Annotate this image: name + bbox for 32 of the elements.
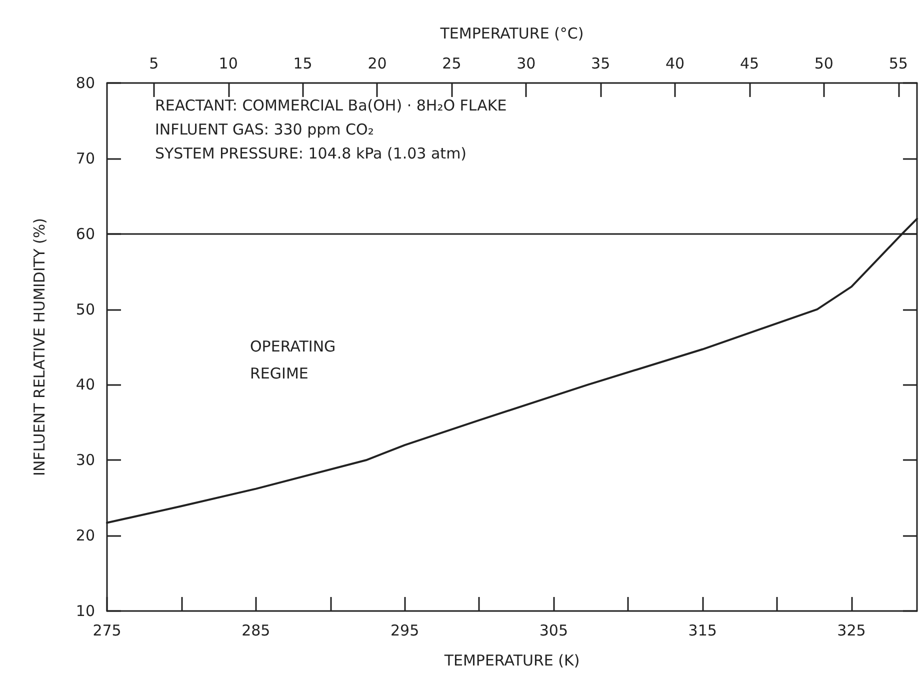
x2-axis-title: TEMPERATURE (°C) (439, 24, 584, 42)
x-tick-label: 295 (390, 622, 420, 640)
annotation: REACTANT: COMMERCIAL Ba(OH) · 8H₂O FLAKE (155, 96, 507, 114)
x2-tick-label: 15 (293, 54, 312, 72)
x2-tick-label: 5 (149, 54, 159, 72)
x2-tick-label: 55 (888, 54, 908, 72)
x2-tick-label: 30 (516, 54, 536, 72)
x2-tick-label: 25 (442, 54, 462, 72)
y-tick-label: 40 (76, 376, 95, 394)
x-tick-label: 305 (539, 622, 568, 640)
x2-tick-label: 35 (591, 54, 610, 72)
x2-tick-label: 20 (368, 54, 387, 72)
y-tick-label: 30 (76, 451, 95, 470)
y-tick-label: 70 (76, 149, 95, 168)
x2-tick-label: 10 (218, 54, 238, 72)
x-tick-label: 275 (92, 622, 122, 640)
x2-tick-label: 50 (814, 54, 834, 72)
x2-tick-label: 45 (740, 54, 760, 72)
y-tick-label: 60 (76, 224, 95, 243)
y-tick-label: 10 (76, 602, 95, 620)
y-tick-label: 20 (76, 526, 95, 545)
y-tick-label: 50 (76, 300, 95, 318)
y-tick-label: 80 (76, 74, 95, 92)
x2-tick-label: 40 (665, 54, 685, 72)
annotation: OPERATING REGIME (250, 338, 336, 382)
y-axis-title: INFLUENT RELATIVE HUMIDITY (%) (30, 218, 48, 476)
x-tick-label: 315 (688, 622, 717, 640)
x-tick-label: 285 (242, 622, 270, 640)
x-tick-label: 325 (837, 622, 866, 640)
x-axis-title: TEMPERATURE (K) (443, 652, 580, 670)
annotation: SYSTEM PRESSURE: 104.8 kPa (1.03 atm) (155, 144, 467, 162)
annotation: INFLUENT GAS: 330 ppm CO₂ (155, 120, 374, 138)
